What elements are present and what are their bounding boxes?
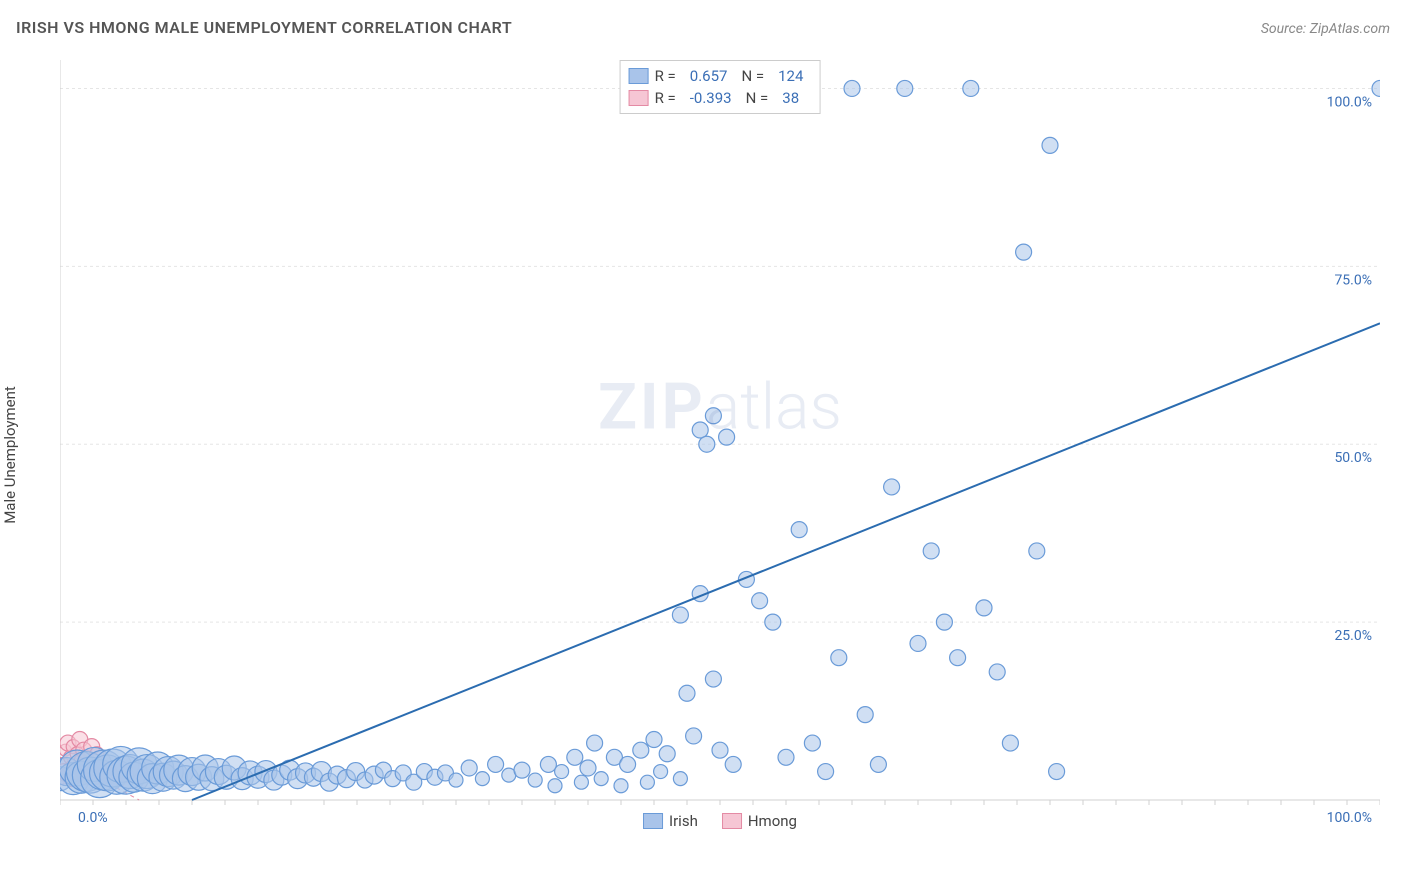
stats-legend-row-irish: R = 0.657 N = 124 [629,65,812,87]
r-value-hmong: -0.393 [682,89,740,107]
series-legend-hmong: Hmong [722,812,797,830]
n-value-irish: 124 [770,67,811,85]
svg-text:100.0%: 100.0% [1327,94,1372,110]
chart-area: ZIPatlas R = 0.657 N = 124 R = -0.393 N … [60,60,1380,830]
r-label: R = [655,89,676,107]
stats-legend: R = 0.657 N = 124 R = -0.393 N = 38 [620,60,821,114]
legend-swatch-irish [643,813,663,829]
r-value-irish: 0.657 [682,67,736,85]
n-value-hmong: 38 [774,89,807,107]
svg-text:50.0%: 50.0% [1334,450,1372,466]
n-label: N = [746,89,769,107]
series-legend: Irish Hmong [643,812,797,830]
series-label-hmong: Hmong [748,812,797,830]
series-label-irish: Irish [669,812,698,830]
scatter-chart: 25.0% 50.0% 75.0% 100.0% 0.0% 100.0% [60,60,1380,830]
n-label: N = [741,67,764,85]
svg-text:75.0%: 75.0% [1334,272,1372,288]
r-label: R = [655,67,676,85]
legend-swatch-hmong [722,813,742,829]
legend-swatch-hmong [629,90,649,106]
title-bar: IRISH VS HMONG MALE UNEMPLOYMENT CORRELA… [16,18,1390,37]
svg-text:25.0%: 25.0% [1334,628,1372,644]
y-axis-label: Male Unemployment [1,386,19,524]
source-attribution: Source: ZipAtlas.com [1261,21,1390,37]
legend-swatch-irish [629,68,649,84]
stats-legend-row-hmong: R = -0.393 N = 38 [629,87,812,109]
svg-text:100.0%: 100.0% [1327,810,1372,826]
series-legend-irish: Irish [643,812,698,830]
svg-text:0.0%: 0.0% [78,810,108,826]
chart-title: IRISH VS HMONG MALE UNEMPLOYMENT CORRELA… [16,18,512,37]
